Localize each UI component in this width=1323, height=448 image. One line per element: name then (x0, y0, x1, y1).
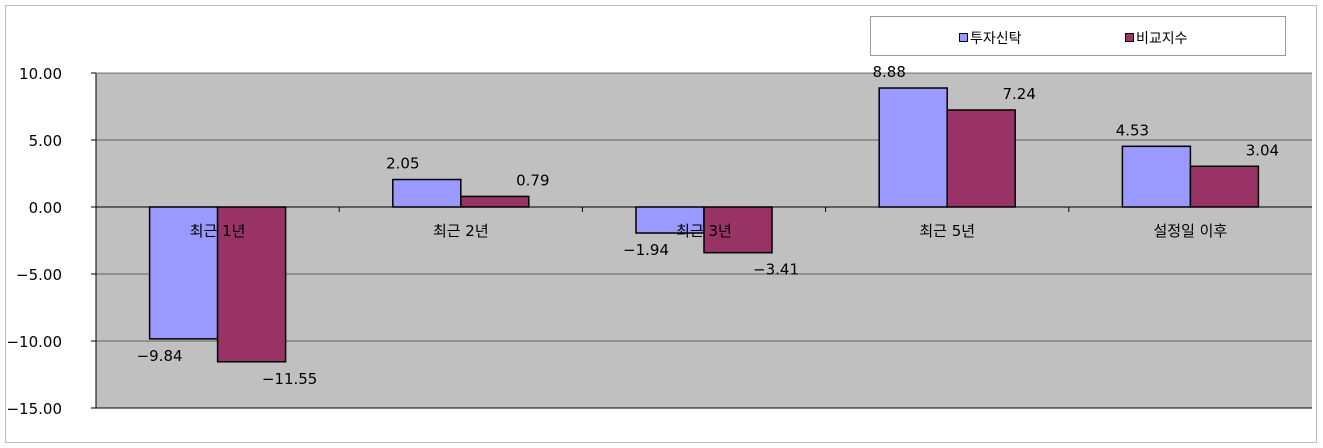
category-label: 최근 1년 (190, 222, 246, 240)
legend: 투자신탁 비교지수 (870, 16, 1286, 56)
data-label: −11.55 (262, 370, 318, 388)
category-label: 최근 5년 (919, 222, 975, 240)
data-labels: −9.84 −11.55 2.05 0.79 −1.94 −3.41 8.88 7.24 4.5… (137, 63, 1279, 388)
bar-series-2 (460, 195, 530, 208)
bar-series-1 (635, 206, 705, 234)
bar-series-2 (946, 109, 1016, 208)
category-label: 최근 2년 (433, 222, 489, 240)
data-label: 7.24 (1002, 85, 1035, 103)
y-tick-label: 0.00 (29, 199, 62, 217)
data-label: −3.41 (753, 261, 799, 279)
legend-label-series-1: 투자신탁 (970, 31, 1022, 47)
data-label: 3.04 (1246, 141, 1279, 159)
bars (148, 87, 1260, 363)
bar-series-1 (392, 178, 462, 208)
y-tick-label: −15.00 (6, 400, 62, 418)
category-label: 최근 3년 (676, 222, 732, 240)
legend-swatch-series-2 (1125, 33, 1134, 42)
bar-series-1 (148, 206, 219, 340)
data-label: 2.05 (386, 155, 419, 173)
zero-axis (96, 206, 1312, 212)
bar-series-1 (878, 87, 948, 208)
legend-item-series-1: 투자신탁 (959, 28, 1022, 48)
y-tick-label: −10.00 (6, 333, 62, 351)
data-label: 0.79 (516, 171, 549, 189)
bar-series-2 (216, 206, 287, 363)
legend-item-series-2: 비교지수 (1125, 28, 1188, 48)
y-tick-label: 5.00 (29, 132, 62, 150)
y-axis: 10.00 5.00 0.00 −5.00 −10.00 −15.00 (6, 65, 1312, 418)
legend-swatch-series-1 (959, 33, 968, 42)
bar-series-2 (1189, 165, 1260, 208)
y-tick-label: 10.00 (19, 65, 62, 83)
data-label: 4.53 (1116, 121, 1149, 139)
bar-series-1 (1121, 145, 1192, 208)
data-label: 8.88 (872, 63, 905, 81)
data-label: −1.94 (623, 241, 669, 259)
category-labels: 최근 1년 최근 2년 최근 3년 최근 5년 설정일 이후 (190, 222, 1228, 240)
data-label: −9.84 (137, 347, 183, 365)
y-tick-label: −5.00 (16, 266, 62, 284)
gridlines (96, 72, 1312, 342)
bar-series-2 (703, 206, 773, 254)
legend-label-series-2: 비교지수 (1136, 31, 1188, 47)
category-label: 설정일 이후 (1154, 222, 1228, 240)
